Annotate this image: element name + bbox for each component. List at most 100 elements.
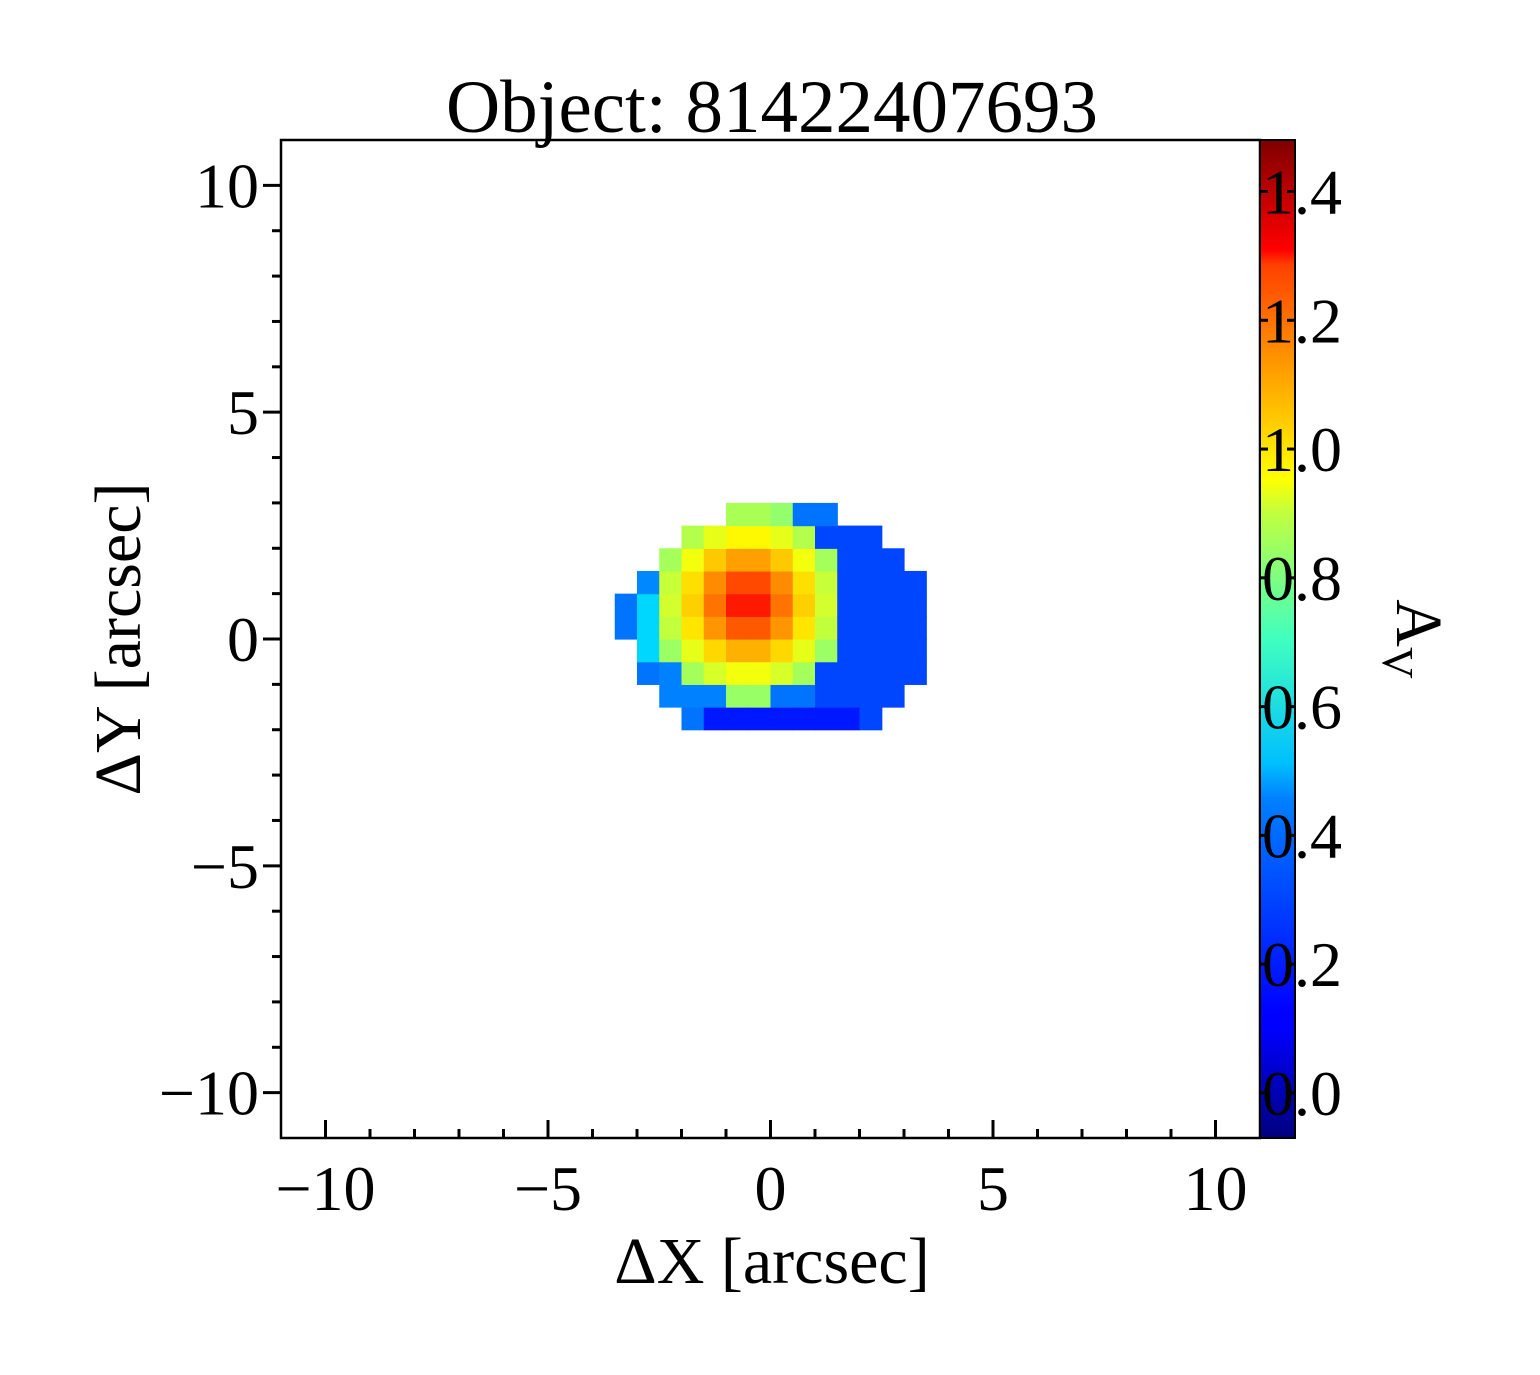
heatmap-cell (637, 570, 660, 595)
heatmap-cell (837, 570, 861, 595)
x-axis-ticks: −10 −5 0 5 10 (275, 1120, 1248, 1224)
heatmap-cell (859, 616, 883, 640)
heatmap-cell (637, 593, 660, 617)
heatmap-cell (792, 707, 816, 731)
heatmap-cell (837, 548, 861, 572)
colorbar-tick-label: 0.8 (1262, 543, 1342, 614)
heatmap-cell (881, 684, 905, 708)
heatmap-cell (881, 593, 905, 617)
heatmap-cell (815, 661, 838, 685)
heatmap-cell (748, 661, 772, 685)
svg-text:AV: AV (1373, 599, 1455, 679)
colorbar-tick-label: 0.6 (1262, 672, 1342, 743)
colorbar-label: AV (1373, 599, 1455, 679)
heatmap-cell (815, 616, 838, 640)
heatmap-cell (904, 616, 927, 640)
heatmap-cell (614, 593, 638, 617)
y-tick-label: 0 (227, 604, 259, 675)
heatmap-cell (659, 616, 683, 640)
heatmap-cell (681, 616, 705, 640)
y-tick-label: 10 (195, 150, 259, 221)
heatmap-cell (904, 570, 927, 595)
heatmap-cell (859, 570, 883, 595)
heatmap-cell (770, 639, 794, 663)
heatmap-cell (659, 548, 683, 572)
x-axis-label: ΔX [arcsec] (614, 1225, 929, 1298)
heatmap-cell (859, 639, 883, 663)
heatmap-cell (837, 525, 861, 549)
heatmap-cell (726, 639, 749, 663)
heatmap-cell (815, 502, 838, 527)
colorbar-tick-label: 0.4 (1262, 800, 1342, 871)
y-axis-ticks: −10 −5 0 5 10 (159, 150, 281, 1129)
heatmap-cell (837, 661, 861, 685)
heatmap-cell (859, 525, 883, 549)
heatmap-cell (748, 502, 772, 527)
heatmap-cell (815, 525, 838, 549)
heatmap-cell (837, 707, 861, 731)
heatmap-cell (770, 616, 794, 640)
heatmap-cell (703, 593, 727, 617)
heatmap-cell (770, 570, 794, 595)
heatmap-cell (681, 684, 705, 708)
heatmap-cell (659, 593, 683, 617)
heatmap-cell (904, 661, 927, 685)
heatmap-cell (681, 548, 705, 572)
heatmap-cell (703, 548, 727, 572)
heatmap-cell (726, 570, 749, 595)
heatmap-cell (859, 593, 883, 617)
heatmap-cell (815, 639, 838, 663)
heatmap-cell (792, 684, 816, 708)
heatmap-cell (881, 570, 905, 595)
heatmap-cell (726, 502, 749, 527)
colorbar-tick-label: 0.2 (1262, 929, 1342, 1000)
colorbar (1259, 139, 1296, 1139)
heatmap-cell (614, 616, 638, 640)
heatmap-cell (726, 525, 749, 549)
colorbar-tick-label: 1.4 (1262, 157, 1342, 228)
heatmap-cell (726, 661, 749, 685)
heatmap-cell (703, 570, 727, 595)
heatmap-cell (881, 661, 905, 685)
heatmap-cell (748, 593, 772, 617)
heatmap-cell (770, 502, 794, 527)
heatmap-cell (681, 639, 705, 663)
heatmap-cell (726, 548, 749, 572)
heatmap-cell (792, 525, 816, 549)
heatmap-cell (815, 593, 838, 617)
heatmap-cell (770, 684, 794, 708)
heatmap-cell (904, 639, 927, 663)
heatmap-cell (703, 707, 727, 731)
heatmap-cell (748, 616, 772, 640)
heatmap-cell (748, 684, 772, 708)
heatmap-cells (614, 502, 927, 731)
colorbar-tick-label: 0.0 (1262, 1058, 1342, 1129)
heatmap-cell (881, 639, 905, 663)
chart-title: Object: 81422407693 (446, 66, 1098, 149)
heatmap-cell (659, 570, 683, 595)
heatmap-cell (815, 707, 838, 731)
y-axis-label: ΔY [arcsec] (82, 483, 155, 796)
heatmap-cell (792, 616, 816, 640)
colorbar-tick-label: 1.2 (1262, 285, 1342, 356)
heatmap-cell (726, 707, 749, 731)
heatmap-cell (748, 548, 772, 572)
heatmap-cell (859, 707, 883, 731)
heatmap-cell (904, 593, 927, 617)
heatmap-cell (837, 616, 861, 640)
x-tick-label: 5 (977, 1153, 1009, 1224)
heatmap-cell (881, 548, 905, 572)
heatmap-cell (726, 616, 749, 640)
heatmap-cell (703, 661, 727, 685)
heatmap-cell (703, 525, 727, 549)
heatmap-cell (770, 661, 794, 685)
x-tick-label: 10 (1184, 1153, 1248, 1224)
heatmap-cell (815, 548, 838, 572)
heatmap-cell (815, 684, 838, 708)
heatmap-cell (681, 570, 705, 595)
y-tick-label: −5 (191, 831, 259, 902)
heatmap-cell (770, 548, 794, 572)
heatmap-cell (792, 548, 816, 572)
heatmap-cell (770, 593, 794, 617)
